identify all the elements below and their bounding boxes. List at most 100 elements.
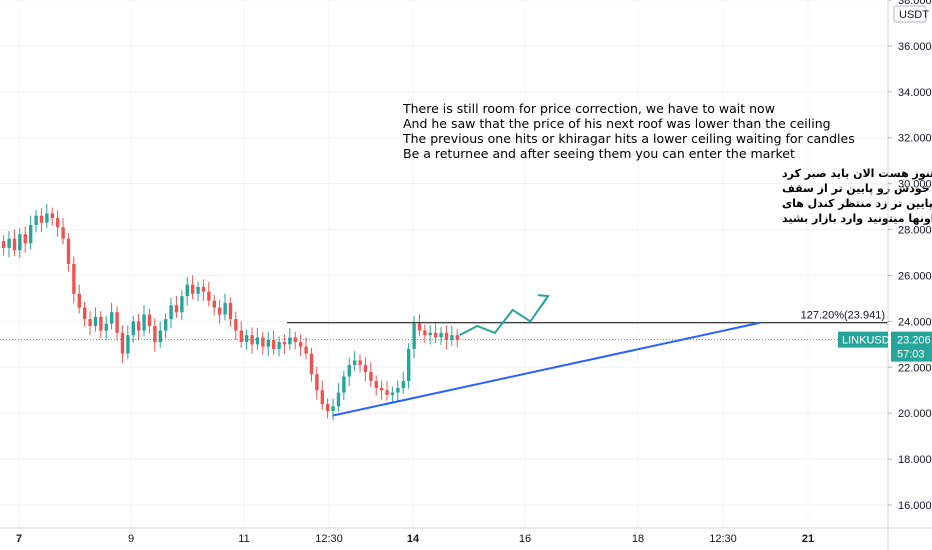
last-price-badge: 23.206 57:03: [891, 331, 932, 362]
candle-body: [450, 335, 454, 340]
candle-body: [315, 374, 319, 391]
candle-body: [126, 335, 130, 354]
candle: [282, 334, 287, 354]
candle: [369, 362, 373, 387]
currency-unit-label: USDT: [899, 9, 929, 21]
candle: [72, 256, 76, 304]
candle: [272, 330, 276, 355]
candle: [223, 293, 227, 321]
y-tick-label: 36.000: [898, 41, 932, 53]
candle: [18, 228, 22, 258]
candle: [2, 235, 6, 256]
note-english-line: The previous one hits or khiragar hits a…: [402, 131, 855, 146]
candle-body: [39, 215, 44, 223]
candle: [185, 277, 189, 306]
note-persian-line: و دید که قیمت سقف بعدی خودش رو پایین تر …: [782, 182, 932, 195]
countdown-value: 57:03: [897, 349, 925, 361]
time-axis[interactable]: 7 9 11 12:30 14 16 18 12:30 21: [0, 527, 932, 545]
x-tick-label: 12:30: [315, 533, 343, 545]
candle: [304, 337, 308, 360]
y-tick-label: 16.000: [898, 500, 932, 512]
candle: [61, 217, 65, 245]
candle: [218, 300, 222, 324]
candle: [288, 328, 292, 351]
candle-body: [304, 346, 308, 354]
candle: [396, 380, 400, 402]
candle-body: [245, 335, 249, 343]
candle-body: [347, 365, 351, 377]
candle-body: [423, 330, 427, 336]
x-tick-label: 18: [632, 533, 644, 545]
candle-body: [18, 234, 22, 251]
candle: [164, 313, 168, 339]
candle: [342, 370, 346, 401]
note-persian-line: جا برای اصلاح قیمت هنوز هست الان باید صب…: [782, 167, 932, 180]
candle-body: [412, 323, 416, 349]
symbol-badge-label: LINKUSDT: [842, 335, 897, 347]
candle: [309, 347, 314, 382]
candle: [439, 327, 443, 346]
candle: [315, 366, 319, 400]
candles: [2, 204, 459, 421]
candle: [7, 231, 11, 258]
candle: [142, 305, 146, 337]
x-tick-label: 21: [802, 533, 814, 545]
candle-body: [93, 316, 98, 326]
candle: [83, 301, 87, 327]
candle: [250, 327, 254, 354]
candle: [174, 295, 179, 318]
candle: [104, 316, 108, 340]
candle: [455, 329, 459, 348]
candle: [450, 325, 454, 346]
candle-body: [45, 213, 49, 223]
candle-body: [137, 321, 141, 331]
candle-body: [61, 227, 65, 239]
candle-body: [142, 314, 146, 331]
candle-body: [2, 241, 6, 248]
candle-body: [358, 360, 362, 366]
candle-body: [331, 406, 335, 411]
candle-body: [288, 337, 292, 345]
candle: [336, 383, 341, 413]
candle-body: [169, 305, 173, 320]
y-tick-label: 28.000: [898, 225, 932, 237]
candle-body: [234, 319, 238, 331]
candle: [23, 226, 27, 253]
candle: [353, 351, 357, 371]
price-axis[interactable]: 16.000 18.000 20.000 22.000 24.000 26.000 28.0…: [838, 0, 932, 550]
candle: [169, 297, 173, 329]
candle: [423, 324, 427, 343]
candle: [266, 332, 270, 357]
candle: [417, 314, 422, 337]
candle: [201, 279, 206, 301]
note-english-line: There is still room for price correction…: [402, 101, 775, 116]
candle: [56, 210, 60, 237]
candle-body: [191, 284, 195, 294]
candle-body: [223, 303, 227, 315]
candle-body: [185, 284, 189, 297]
candle: [347, 357, 351, 386]
candle: [434, 323, 438, 344]
candle: [234, 311, 238, 340]
candle: [93, 307, 98, 332]
projection-arrowhead: [537, 294, 550, 306]
candle: [326, 398, 330, 419]
candle: [390, 386, 395, 403]
candle-body: [153, 325, 157, 343]
candle: [180, 290, 184, 320]
candle: [12, 229, 17, 256]
candle-body: [407, 348, 411, 382]
candle-body: [353, 360, 357, 366]
y-tick-label: 20.000: [898, 408, 932, 420]
candle-body: [147, 314, 152, 326]
candle-body: [428, 332, 432, 336]
candle: [212, 294, 216, 316]
candle: [358, 354, 362, 373]
note-english-line: And he saw that the price of his next ro…: [403, 116, 831, 131]
candle: [158, 321, 162, 348]
candle-body: [77, 293, 81, 308]
candle-body: [180, 296, 184, 313]
candle-body: [12, 238, 17, 251]
candle-body: [66, 238, 71, 264]
